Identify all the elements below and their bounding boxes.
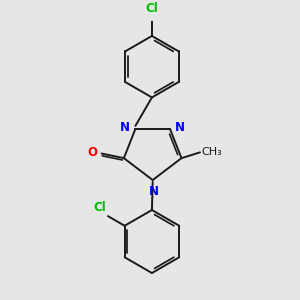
Text: N: N [175,121,184,134]
Text: CH₃: CH₃ [202,147,222,157]
Text: N: N [149,184,159,198]
Text: Cl: Cl [93,201,106,214]
Text: O: O [88,146,98,159]
Text: Cl: Cl [146,2,158,15]
Text: N: N [120,121,130,134]
